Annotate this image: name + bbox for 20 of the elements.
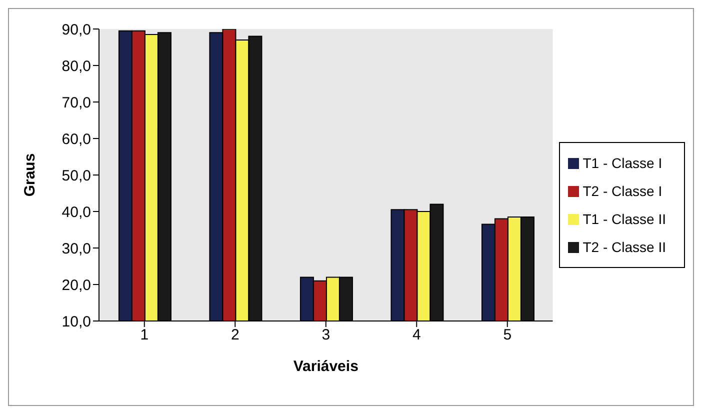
y-tick-label: 10,0 bbox=[62, 313, 91, 330]
x-tick-label: 1 bbox=[140, 326, 149, 344]
x-tick-label: 5 bbox=[503, 326, 512, 344]
y-tick-label: 30,0 bbox=[62, 240, 91, 258]
legend-label: T2 - Classe I bbox=[582, 183, 662, 199]
y-tick-label: 50,0 bbox=[62, 167, 91, 184]
legend-label: T1 - Classe I bbox=[582, 155, 662, 171]
y-tick-label: 80,0 bbox=[62, 58, 91, 75]
x-tick-label: 2 bbox=[230, 326, 240, 344]
y-tick-label: 60,0 bbox=[62, 130, 91, 148]
y-tick-label: 40,0 bbox=[62, 204, 91, 221]
x-tick-label: 3 bbox=[322, 326, 330, 344]
y-tick-label: 70,0 bbox=[62, 94, 91, 112]
legend-label: T2 - Classe II bbox=[582, 239, 666, 255]
y-axis-title: Graus bbox=[21, 153, 38, 197]
x-tick-label: 4 bbox=[412, 326, 421, 344]
y-tick-label: 90,0 bbox=[62, 21, 91, 38]
y-tick-label: 20,0 bbox=[62, 276, 91, 294]
legend-label: T1 - Classe II bbox=[582, 211, 666, 227]
x-axis-title: Variáveis bbox=[293, 358, 358, 375]
